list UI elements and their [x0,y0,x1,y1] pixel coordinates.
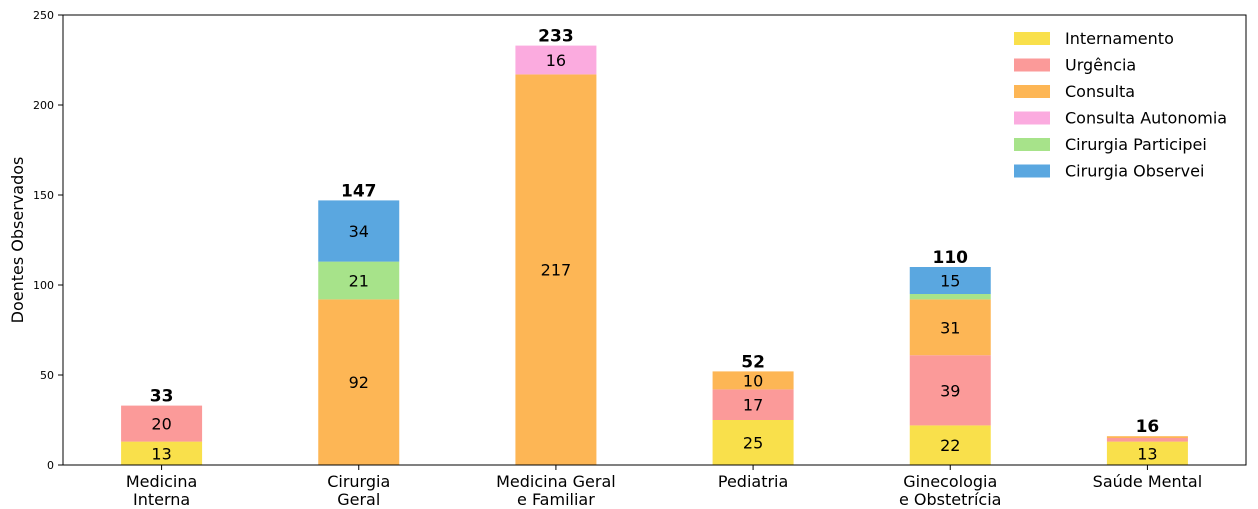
segment-data-label: 217 [541,261,572,280]
legend-swatch [1014,164,1050,178]
segment-data-label: 21 [349,272,369,291]
bar-segment [1106,436,1188,438]
x-tick-label: Cirurgia [327,472,390,491]
total-data-label: 52 [741,352,765,372]
bar-segment [909,267,991,294]
bars-layer [121,45,1188,466]
bar-segment [1106,441,1188,465]
segment-data-label: 31 [940,318,960,337]
legend-swatch [1014,111,1050,125]
bar-segment [1106,438,1188,442]
legend-entry: Internamento [1065,29,1174,48]
x-tick-label: Saúde Mental [1093,472,1203,491]
segment-data-label: 25 [743,434,763,453]
segment-data-label: 22 [940,436,960,455]
y-tick-label: 200 [33,99,54,112]
legend-swatch [1014,138,1050,151]
segment-data-label: 15 [940,272,960,291]
x-tick-label: Medicina [126,472,197,491]
legend: Internamento Urgência Consulta Consulta Aut… [1014,29,1227,181]
y-tick-label: 0 [47,459,54,472]
x-tick-label: Pediatria [718,472,788,491]
legend-entry: Cirurgia Participei [1065,135,1207,154]
bar-segment [712,420,794,465]
segment-data-label: 16 [546,51,566,70]
bar-segment [909,425,991,465]
segment-data-label: 20 [151,415,171,434]
bar-segment [909,355,991,426]
y-tick-label: 50 [40,369,54,382]
segment-data-label: 13 [151,444,171,463]
segment-data-label: 34 [349,222,369,241]
y-tick-label: 250 [33,9,54,22]
legend-swatch [1014,85,1050,98]
segment-data-label: 17 [743,396,763,415]
legend-swatch [1014,58,1050,72]
bar-segment [712,371,794,390]
total-data-label: 233 [538,27,574,47]
x-tick-label: e Familiar [517,490,595,509]
segment-data-label: 10 [743,371,763,390]
legend-entry: Urgência [1065,56,1136,75]
y-tick-label: 150 [33,189,54,202]
x-tick-label: Ginecologia [903,472,997,491]
bar-segment [121,441,203,465]
x-tick-label: Medicina Geral [496,472,616,491]
x-tick-label: Geral [337,490,380,509]
bar-segment [909,299,991,356]
bar-segment [318,299,400,465]
bar-segment [909,294,991,300]
segment-data-label: 92 [349,373,369,392]
total-data-label: 147 [341,181,377,201]
total-data-label: 16 [1136,417,1160,437]
bar-segment [515,74,597,466]
segment-data-label: 39 [940,381,960,400]
y-axis-label: Doentes Observados [8,157,27,324]
bar-segment [712,389,794,420]
total-data-label: 110 [933,248,969,268]
x-tick-label: e Obstetrícia [899,490,1001,509]
total-data-label: 33 [150,387,174,407]
plot-frame [62,14,1247,466]
legend-entry: Consulta [1065,82,1135,101]
x-tick-label: Interna [133,490,190,509]
legend-swatch [1014,32,1050,45]
bar-segment [515,45,597,75]
legend-entry: Cirurgia Observei [1065,162,1204,181]
y-tick-label: 100 [33,279,54,292]
bar-segment [318,261,400,300]
segment-data-label: 13 [1137,444,1157,463]
bar-segment [318,200,400,262]
bar-segment [121,405,203,442]
legend-entry: Consulta Autonomia [1065,109,1227,128]
